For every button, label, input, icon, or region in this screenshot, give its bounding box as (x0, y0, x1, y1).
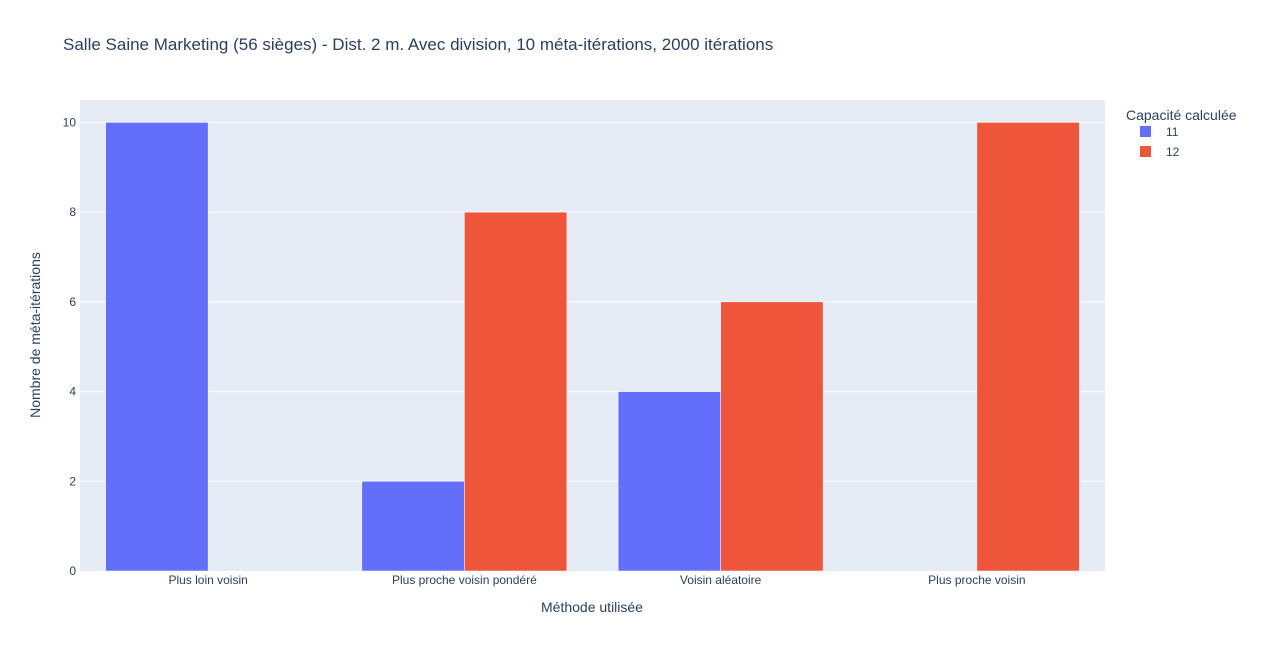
legend-label-11: 11 (1166, 125, 1179, 139)
y-tick-label: 8 (69, 205, 76, 219)
legend-swatch-11 (1140, 126, 1151, 137)
bar-11-1 (361, 481, 465, 572)
y-tick-label: 10 (63, 115, 77, 129)
y-tick-label: 4 (69, 385, 76, 399)
gridlines (80, 121, 1105, 482)
y-tick-label: 0 (69, 564, 76, 578)
y-axis-title: Nombre de méta-itérations (27, 252, 43, 418)
x-tick-label: Voisin aléatoire (680, 573, 762, 587)
plot-area (80, 100, 1105, 571)
chart-title: Salle Saine Marketing (56 sièges) - Dist… (63, 35, 773, 54)
bar-12-2 (720, 301, 824, 572)
y-axis-ticks: 0 2 4 6 8 10 (63, 115, 77, 578)
bars (105, 122, 1080, 572)
legend-label-12: 12 (1166, 145, 1180, 159)
y-tick-label: 2 (69, 474, 76, 488)
x-axis-ticks: Plus loin voisin Plus proche voisin pondé… (168, 573, 1025, 587)
y-tick-label: 6 (69, 295, 76, 309)
legend-title: Capacité calculée (1126, 107, 1237, 123)
bar-11-2 (617, 391, 721, 572)
x-tick-label: Plus proche voisin pondéré (392, 573, 537, 587)
bar-12-1 (464, 211, 568, 572)
bar-11-0 (105, 122, 209, 572)
bar-12-3 (976, 122, 1080, 572)
x-tick-label: Plus proche voisin (928, 573, 1025, 587)
x-tick-label: Plus loin voisin (168, 573, 247, 587)
legend-swatch-12 (1140, 146, 1151, 157)
x-axis-title: Méthode utilisée (541, 599, 643, 615)
